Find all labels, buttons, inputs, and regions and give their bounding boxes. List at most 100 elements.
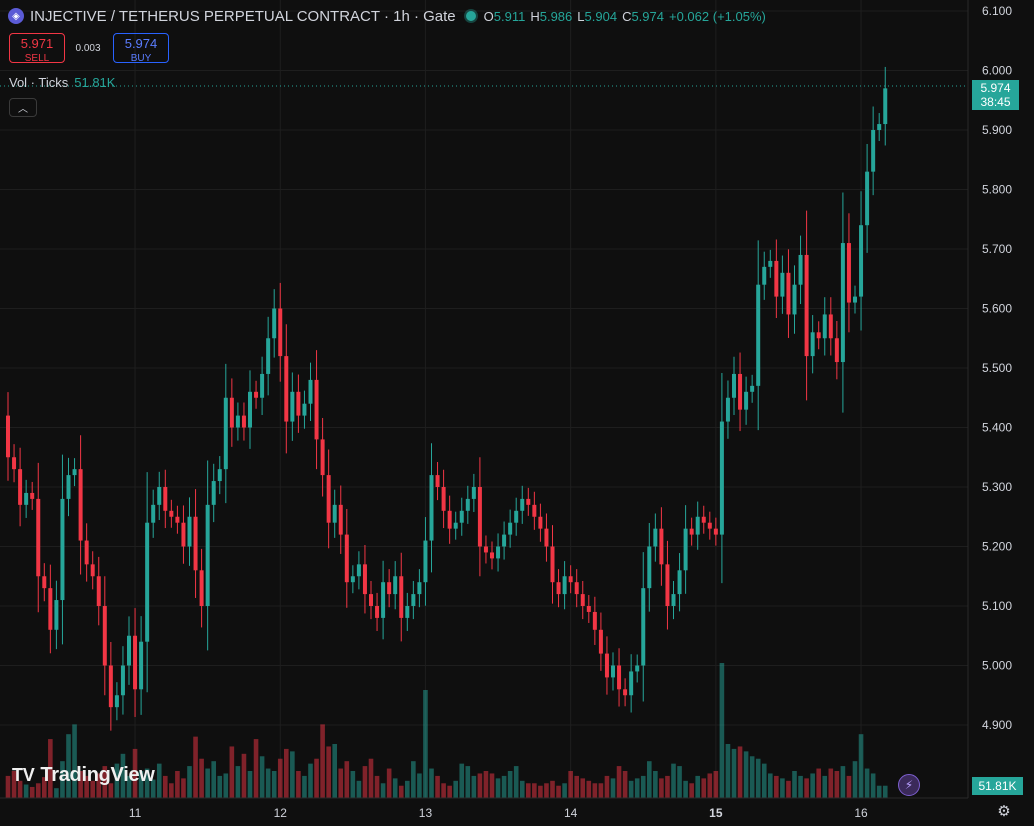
- volume-bar: [114, 763, 120, 798]
- candle-body: [665, 564, 670, 606]
- price-tick-label: 5.000: [982, 659, 1012, 673]
- candle-body: [756, 284, 761, 386]
- volume-bar: [695, 775, 700, 798]
- volume-bar: [822, 775, 828, 798]
- price-tick-label: 5.800: [982, 183, 1012, 197]
- volume-bar: [138, 771, 144, 798]
- candle-body: [623, 689, 628, 696]
- candle-body: [296, 391, 301, 416]
- gear-icon[interactable]: ⚙: [997, 803, 1011, 820]
- candle-body: [308, 379, 313, 404]
- volume-bar: [864, 768, 870, 798]
- volume-bar: [677, 766, 682, 798]
- lightning-icon[interactable]: ⚡: [898, 774, 920, 796]
- candle-body: [877, 124, 882, 130]
- candle-body: [732, 373, 736, 398]
- candle-body: [375, 606, 380, 618]
- candle-body: [169, 510, 174, 517]
- price-tick-label: 6.000: [982, 64, 1012, 78]
- candle-body: [151, 504, 156, 523]
- volume-value: 51.81K: [74, 75, 116, 90]
- volume-bar: [265, 768, 271, 798]
- volume-bar: [453, 780, 458, 798]
- chart-grid: [0, 0, 968, 798]
- volume-bar: [870, 773, 876, 798]
- volume-bar: [749, 756, 755, 798]
- volume-bar: [435, 775, 440, 798]
- volume-bar: [683, 780, 688, 798]
- symbol-logo-icon: ◈: [8, 8, 24, 24]
- spread-value: 0.003: [75, 42, 101, 54]
- volume-bar: [223, 773, 229, 798]
- tradingview-logo[interactable]: TV TradingView: [12, 764, 155, 787]
- price-axis: 6.100 6.000 5.900 5.800 5.700 5.600 5.500 5.400…: [982, 4, 1012, 732]
- candle-body: [30, 492, 35, 499]
- candle-body: [435, 475, 440, 487]
- candle-body: [683, 528, 688, 571]
- volume-bar: [828, 768, 834, 798]
- candle-body: [205, 504, 210, 606]
- volume-bar: [659, 778, 664, 798]
- candle-body: [36, 498, 41, 577]
- candle-body: [102, 606, 107, 666]
- volume-bar: [35, 783, 41, 798]
- time-tick-label: 16: [854, 806, 868, 820]
- collapse-legend-button[interactable]: ︿: [9, 98, 37, 117]
- volume-bar: [725, 744, 731, 798]
- volume-bar: [60, 761, 65, 798]
- volume-axis-label: 51.81K: [972, 777, 1023, 795]
- volume-bar: [320, 724, 325, 798]
- candle-body: [786, 272, 791, 315]
- volume-bar: [719, 663, 725, 798]
- candle-body: [568, 576, 573, 583]
- buy-button[interactable]: 5.974 BUY: [113, 33, 169, 64]
- price-tick-label: 5.100: [982, 599, 1012, 613]
- candle-body: [217, 469, 222, 482]
- time-tick-label: 15: [709, 806, 723, 820]
- volume-bar: [181, 778, 186, 798]
- candle-body: [393, 576, 398, 595]
- candle-body: [544, 528, 549, 547]
- candle-body: [441, 487, 446, 511]
- candle-body: [211, 481, 216, 505]
- candle-body: [853, 296, 857, 303]
- volume-bar: [774, 775, 779, 798]
- volume-bar: [586, 780, 592, 798]
- tradingview-logo-text: TradingView: [40, 764, 155, 786]
- candle-body: [223, 397, 228, 470]
- volume-bar: [761, 763, 767, 798]
- candle-body: [42, 576, 47, 589]
- volume-legend[interactable]: Vol · Ticks 51.81K: [9, 75, 115, 90]
- volume-bar: [846, 775, 852, 798]
- candle-body: [471, 487, 476, 499]
- symbol-title[interactable]: INJECTIVE / TETHERUS PERPETUAL CONTRACT …: [30, 7, 456, 25]
- candle-body: [689, 528, 694, 535]
- volume-bar: [247, 771, 253, 798]
- volume-bar: [640, 775, 646, 798]
- volume-bar: [380, 783, 386, 798]
- candle-body: [139, 641, 144, 690]
- volume-bar: [211, 761, 216, 798]
- candle-body: [447, 510, 452, 529]
- volume-bar: [731, 748, 737, 798]
- candle-body: [350, 576, 355, 583]
- candle-body: [181, 522, 186, 547]
- volume-bar: [350, 771, 356, 798]
- volume-bar: [707, 773, 713, 798]
- buy-price: 5.974: [124, 36, 158, 51]
- volume-bar: [405, 780, 410, 798]
- volume-bar: [538, 785, 543, 798]
- candle-body: [659, 528, 664, 565]
- candle-body: [701, 516, 706, 523]
- candle-body: [60, 498, 65, 601]
- candle-body: [538, 516, 543, 529]
- ohlc-change: +0.062 (+1.05%): [669, 8, 766, 24]
- volume-bar: [622, 771, 628, 798]
- price-tick-label: 5.900: [982, 123, 1012, 137]
- volume-bar: [150, 779, 156, 798]
- candle-body: [24, 492, 29, 505]
- candle-body: [671, 594, 676, 606]
- volume-bar: [840, 766, 846, 798]
- sell-button[interactable]: 5.971 SELL: [9, 33, 65, 64]
